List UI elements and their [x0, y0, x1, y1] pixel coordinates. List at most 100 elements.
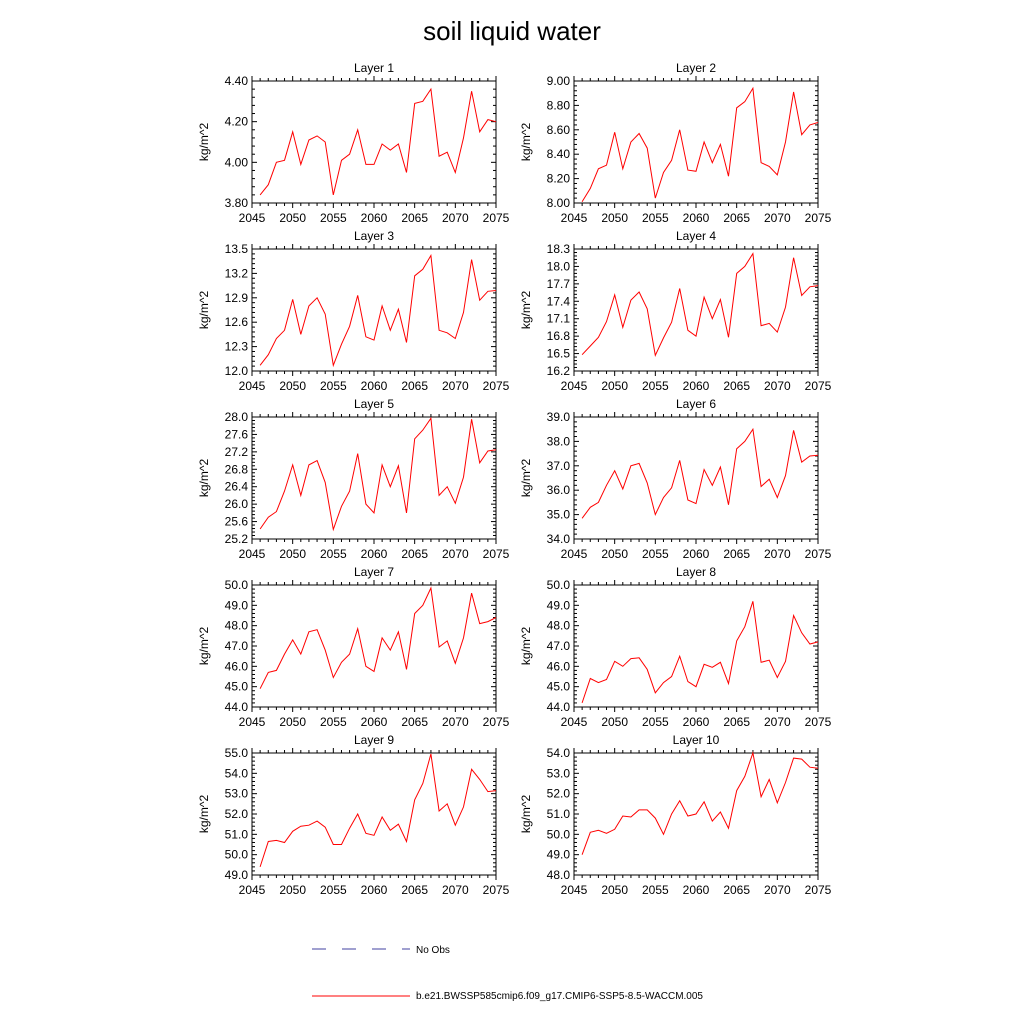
- panel-title: Layer 5: [354, 397, 394, 411]
- y-tick-label: 26.8: [225, 462, 249, 476]
- y-tick-label: 53.0: [547, 766, 571, 780]
- y-tick-label: 18.3: [547, 242, 571, 256]
- panel-title: Layer 7: [354, 565, 394, 579]
- plot-frame: [251, 248, 497, 372]
- legend-model-label: b.e21.BWSSP585cmip6.f09_g17.CMIP6-SSP5-8…: [416, 991, 703, 1002]
- x-tick-label: 2050: [279, 715, 306, 729]
- panel-title: Layer 10: [673, 733, 720, 747]
- y-tick-label: 25.2: [225, 532, 249, 546]
- y-tick-label: 8.40: [547, 147, 571, 161]
- y-tick-label: 49.0: [225, 868, 249, 882]
- y-tick-label: 50.0: [547, 578, 571, 592]
- x-tick-label: 2065: [401, 547, 428, 561]
- x-tick-label: 2070: [442, 883, 469, 897]
- y-tick-label: 51.0: [547, 807, 571, 821]
- y-axis-label: kg/m^2: [519, 795, 533, 834]
- x-tick-label: 2075: [805, 715, 832, 729]
- x-tick-label: 2075: [805, 547, 832, 561]
- x-tick-label: 2045: [561, 547, 588, 561]
- x-tick-label: 2060: [683, 211, 710, 225]
- series-line: [581, 86, 819, 203]
- y-tick-label: 17.1: [547, 312, 571, 326]
- x-tick-label: 2070: [764, 715, 791, 729]
- x-tick-label: 2050: [601, 715, 628, 729]
- y-tick-label: 26.0: [225, 497, 249, 511]
- x-tick-label: 2075: [483, 547, 510, 561]
- y-tick-label: 12.3: [225, 340, 249, 354]
- series-line: [581, 601, 819, 704]
- panel-layer-1: Layer 1 kg/m^2 3.80 4.00 4.20 4.40 2045 2050 205…: [197, 61, 510, 225]
- panel-layer-3: Layer 3 kg/m^2 12.0 12.3 12.6 12.9 13.2 13.5 204…: [197, 229, 510, 393]
- y-axis-label: kg/m^2: [197, 459, 211, 498]
- x-tick-label: 2045: [561, 379, 588, 393]
- y-tick-label: 53.0: [225, 787, 249, 801]
- x-tick-label: 2060: [683, 547, 710, 561]
- y-axis-label: kg/m^2: [197, 795, 211, 834]
- x-tick-label: 2075: [805, 211, 832, 225]
- y-tick-label: 45.0: [547, 680, 571, 694]
- y-tick-label: 16.5: [547, 347, 571, 361]
- x-tick-label: 2065: [401, 211, 428, 225]
- y-tick-label: 12.9: [225, 291, 249, 305]
- x-tick-label: 2045: [239, 211, 266, 225]
- panel-title: Layer 6: [676, 397, 716, 411]
- y-tick-label: 18.0: [547, 259, 571, 273]
- panel-layer-2: Layer 2 kg/m^2 8.00 8.20 8.40 8.60 8.80 9.00 204…: [519, 61, 832, 225]
- y-tick-label: 8.00: [547, 196, 571, 210]
- y-tick-label: 8.20: [547, 172, 571, 186]
- panel-title: Layer 3: [354, 229, 394, 243]
- x-tick-label: 2060: [361, 715, 388, 729]
- series-line: [259, 253, 497, 368]
- x-tick-label: 2060: [683, 379, 710, 393]
- y-tick-label: 27.6: [225, 427, 249, 441]
- x-tick-label: 2050: [279, 379, 306, 393]
- y-tick-label: 51.0: [225, 827, 249, 841]
- y-tick-label: 17.7: [547, 277, 571, 291]
- x-tick-label: 2045: [561, 715, 588, 729]
- y-tick-label: 49.0: [547, 598, 571, 612]
- y-tick-label: 46.0: [225, 659, 249, 673]
- y-tick-label: 26.4: [225, 480, 249, 494]
- y-tick-label: 9.00: [547, 74, 571, 88]
- y-tick-label: 54.0: [225, 766, 249, 780]
- x-tick-label: 2050: [601, 211, 628, 225]
- y-tick-label: 47.0: [547, 639, 571, 653]
- x-tick-label: 2075: [483, 715, 510, 729]
- y-axis-label: kg/m^2: [519, 123, 533, 162]
- legend-no-obs-label: No Obs: [416, 945, 450, 956]
- y-tick-label: 34.0: [547, 532, 571, 546]
- panel-title: Layer 2: [676, 61, 716, 75]
- x-tick-label: 2070: [764, 211, 791, 225]
- panel-layer-9: Layer 9 kg/m^2 49.0 50.0 51.0 52.0 53.0 54.0 55.…: [197, 733, 510, 897]
- x-tick-label: 2070: [442, 715, 469, 729]
- y-tick-label: 54.0: [547, 746, 571, 760]
- y-tick-label: 13.5: [225, 242, 249, 256]
- plot-frame: [573, 80, 819, 204]
- y-tick-label: 48.0: [547, 868, 571, 882]
- y-tick-label: 16.8: [547, 329, 571, 343]
- y-tick-label: 39.0: [547, 410, 571, 424]
- x-tick-label: 2065: [401, 715, 428, 729]
- x-tick-label: 2070: [442, 379, 469, 393]
- y-tick-label: 13.2: [225, 266, 249, 280]
- y-tick-label: 44.0: [547, 700, 571, 714]
- x-tick-label: 2065: [401, 379, 428, 393]
- y-tick-label: 48.0: [547, 619, 571, 633]
- y-axis-label: kg/m^2: [519, 627, 533, 666]
- panel-title: Layer 1: [354, 61, 394, 75]
- x-tick-label: 2060: [361, 883, 388, 897]
- y-tick-label: 37.0: [547, 459, 571, 473]
- x-tick-label: 2055: [320, 379, 347, 393]
- y-tick-label: 12.6: [225, 315, 249, 329]
- panel-layer-6: Layer 6 kg/m^2 34.0 35.0 36.0 37.0 38.0 39.0 204…: [519, 397, 832, 561]
- x-tick-label: 2060: [361, 547, 388, 561]
- y-axis-label: kg/m^2: [197, 627, 211, 666]
- x-tick-label: 2070: [442, 211, 469, 225]
- x-tick-label: 2075: [805, 379, 832, 393]
- x-tick-label: 2065: [723, 715, 750, 729]
- plot-frame: [573, 584, 819, 708]
- series-line: [259, 753, 497, 868]
- x-tick-label: 2055: [320, 715, 347, 729]
- x-tick-label: 2070: [764, 379, 791, 393]
